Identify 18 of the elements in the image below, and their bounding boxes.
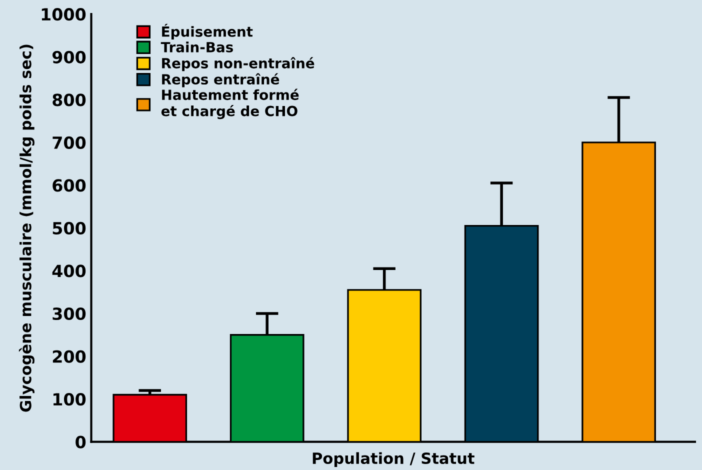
legend-label: Repos non-entraîné (162, 57, 314, 72)
legend-label: Train-Bas (160, 42, 233, 52)
legend-label: Épuisement (162, 24, 253, 40)
y-tick-label: 1000 (42, 8, 86, 21)
y-tick-label: 800 (52, 94, 86, 106)
y-tick-label: 300 (52, 307, 86, 320)
y-tick-label: 700 (52, 136, 86, 149)
y-tick-label: 500 (52, 222, 86, 235)
y-tick-label: 0 (76, 436, 86, 448)
y-tick-label: 100 (53, 392, 86, 406)
legend-label: Hautement formé et chargé de CHO (161, 88, 299, 120)
y-tick-label: 600 (52, 179, 86, 192)
y-tick-label: 200 (52, 350, 86, 363)
y-axis-title: Glycogène musculaire (mmol/kg poids sec) (18, 44, 34, 412)
y-tick-label: 900 (52, 50, 86, 64)
y-tick-label: 400 (52, 264, 86, 278)
x-axis-title: Population / Statut (312, 452, 474, 468)
legend-label: Repos entraîné (162, 73, 280, 88)
